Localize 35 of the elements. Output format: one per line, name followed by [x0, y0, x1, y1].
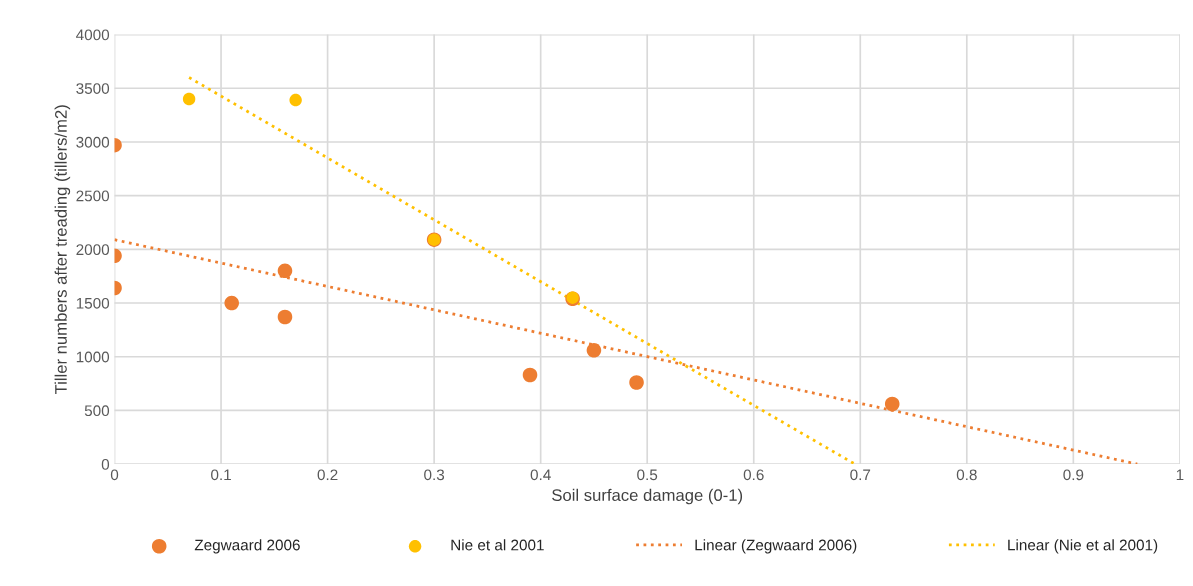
point [629, 375, 644, 390]
x-axis-title: Soil surface damage (0-1) [552, 488, 743, 505]
y-tick-label: 0 [101, 458, 110, 470]
x-tick-label: 0.3 [424, 469, 445, 481]
x-tick-label: 0.5 [637, 469, 658, 481]
legend-label: Linear (Zegwaard 2006) [695, 539, 857, 554]
point [522, 367, 538, 383]
legend-label: Zegwaard 2006 [194, 539, 300, 554]
point [884, 396, 900, 412]
y-tick-label: 1500 [76, 297, 110, 309]
y-tick-label: 500 [84, 405, 110, 417]
point [277, 263, 293, 279]
y-tick-label: 4000 [76, 29, 110, 41]
point [586, 343, 602, 358]
x-tick-label: 0.6 [743, 469, 764, 481]
point [277, 309, 293, 325]
x-tick-label: 0.4 [530, 469, 551, 481]
y-tick-label: 3000 [76, 136, 110, 148]
x-tick-label: 0 [110, 469, 119, 481]
point [289, 93, 302, 107]
y-axis-title: Tiller numbers after treading (tillers/m2) [54, 105, 71, 395]
legend-label: Nie et al 2001 [451, 539, 544, 551]
point [224, 295, 239, 311]
x-tick-label: 1 [1176, 469, 1184, 481]
y-tick-label: 3500 [76, 83, 110, 94]
y-tick-label: 1000 [76, 351, 110, 363]
x-tick-label: 0.7 [850, 469, 871, 481]
y-tick-label: 2000 [76, 244, 110, 256]
point [182, 92, 196, 106]
x-tick-label: 0.1 [211, 469, 231, 481]
x-tick-label: 0.9 [1063, 469, 1084, 481]
y-tick-label: 2500 [76, 190, 110, 202]
x-tick-label: 0.2 [317, 469, 338, 481]
x-tick-label: 0.8 [956, 469, 977, 481]
legend-label: Linear (Nie et al 2001) [1008, 539, 1158, 554]
